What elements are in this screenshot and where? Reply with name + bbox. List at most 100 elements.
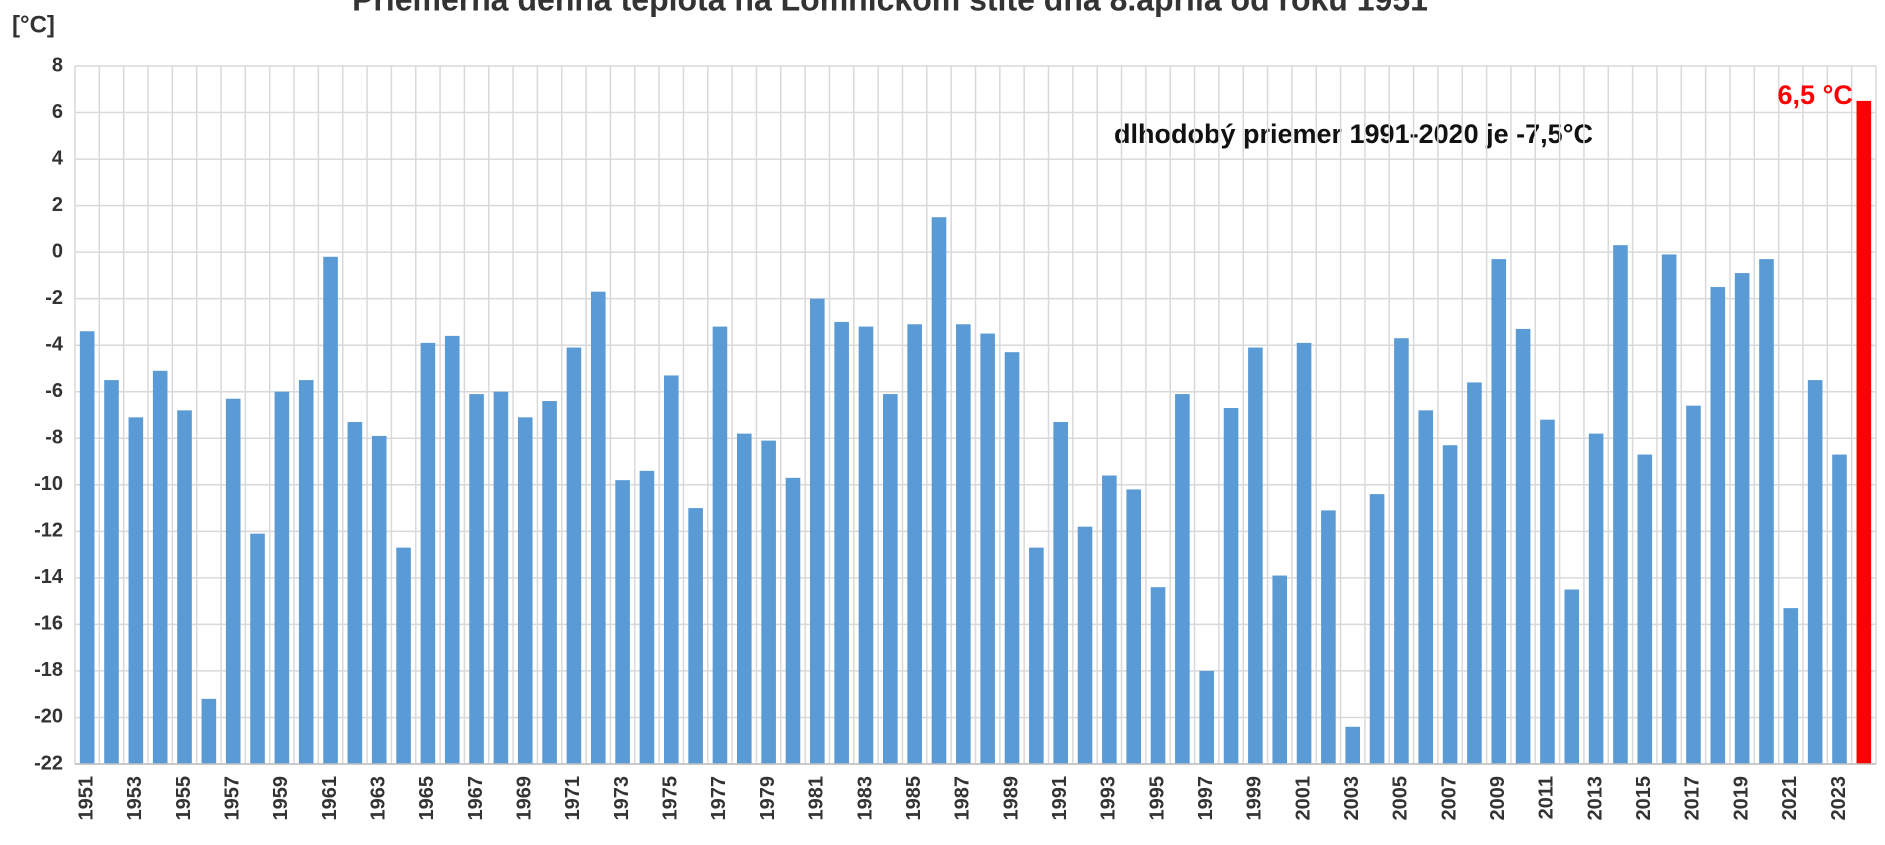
bar [298, 380, 314, 764]
x-tick-label: 1961 [319, 776, 341, 821]
x-tick-label: 2011 [1536, 776, 1558, 819]
bar [469, 394, 484, 764]
x-tick-label: 1985 [903, 776, 925, 821]
bar [1029, 547, 1044, 764]
bar [1637, 454, 1653, 764]
x-tick-label: 1957 [221, 776, 243, 821]
bar [128, 417, 144, 764]
x-tick-label: 1969 [514, 776, 536, 821]
bar [712, 326, 728, 764]
y-tick-label: -18 [34, 659, 63, 681]
bar [493, 391, 509, 764]
bar [225, 398, 241, 764]
y-tick-label: -22 [34, 752, 63, 774]
bar [639, 470, 655, 764]
bar [980, 333, 995, 764]
annotation: dlhodobý priemer 1991-2020 je -7,5°C [1114, 119, 1593, 149]
bar [152, 370, 168, 764]
x-tick-label: 1973 [611, 776, 633, 821]
x-tick-label: 2001 [1292, 776, 1314, 821]
bar [1661, 254, 1677, 764]
y-tick-label: -16 [34, 613, 63, 635]
bar [1832, 454, 1847, 764]
bar [1710, 287, 1726, 764]
x-tick-label: 2005 [1390, 776, 1412, 821]
x-tick-label: 2023 [1828, 776, 1850, 821]
x-tick-label: 2019 [1730, 776, 1752, 821]
bar [688, 508, 703, 764]
x-tick-label: 1989 [1000, 776, 1022, 821]
y-tick-label: 6 [52, 101, 63, 123]
bar [1394, 338, 1409, 764]
bar [1272, 575, 1288, 764]
x-tick-label: 1955 [173, 776, 195, 821]
bar [931, 217, 947, 764]
bar [1004, 352, 1020, 764]
bar [1126, 489, 1141, 764]
bar [1807, 380, 1823, 764]
y-tick-label: 8 [52, 54, 63, 76]
bar [1248, 347, 1263, 764]
bar [1588, 433, 1604, 764]
x-tick-label: 1999 [1244, 776, 1266, 821]
bar [201, 698, 217, 764]
x-tick-label: 1959 [270, 776, 292, 821]
x-tick-label: 1967 [465, 776, 487, 821]
bar [177, 410, 192, 764]
bar [1613, 245, 1628, 765]
bar [615, 480, 630, 764]
y-tick-label: 0 [52, 240, 63, 262]
x-tick-label: 1997 [1195, 776, 1217, 821]
chart-title: Priemerná denná teplota na Lomnickom ští… [352, 0, 1428, 17]
y-axis-label: [°C] [12, 11, 55, 38]
bar [590, 291, 606, 764]
x-tick-label: 1981 [806, 776, 828, 821]
bar [1783, 608, 1799, 764]
bar [1564, 589, 1580, 764]
x-tick-label: 1983 [854, 776, 876, 821]
bar [250, 533, 265, 764]
x-tick-label: 1963 [368, 776, 390, 821]
bar [1175, 394, 1190, 764]
bar [907, 324, 922, 764]
bar [1515, 328, 1531, 764]
bar [104, 380, 119, 764]
y-tick-label: -4 [45, 333, 64, 355]
x-tick-label: 1993 [1098, 776, 1120, 821]
bar [1418, 410, 1434, 764]
bar [517, 417, 533, 764]
y-tick-label: -10 [34, 473, 63, 495]
bar [1199, 670, 1215, 764]
bar [663, 375, 679, 764]
bar [566, 347, 582, 764]
bar [1077, 526, 1093, 764]
bar [1102, 475, 1117, 764]
bar [1150, 587, 1166, 764]
x-tick-label: 1965 [416, 776, 438, 821]
bar [396, 547, 411, 764]
bar [323, 256, 338, 764]
x-tick-label: 2015 [1633, 776, 1655, 821]
bar [1321, 510, 1336, 764]
y-tick-label: -14 [34, 566, 64, 588]
x-tick-label: 2009 [1487, 776, 1509, 821]
x-tick-label: 2007 [1438, 776, 1460, 821]
bar [444, 335, 460, 764]
x-tick-label: 1977 [708, 776, 730, 821]
x-tick-label: 1995 [1146, 776, 1168, 821]
bar [1296, 342, 1312, 764]
y-tick-label: -20 [34, 706, 63, 728]
bar [1467, 382, 1482, 764]
x-tick-label: 1975 [660, 776, 682, 821]
x-tick-label: 1987 [952, 776, 974, 821]
x-tick-label: 2021 [1779, 776, 1801, 821]
bar [1442, 445, 1458, 764]
bar [1053, 421, 1068, 764]
value-label: 6,5 °C [1778, 80, 1853, 110]
bar [1540, 419, 1555, 764]
x-tick-label: 1951 [75, 776, 97, 821]
bar [1856, 100, 1872, 764]
y-tick-label: -2 [45, 287, 63, 309]
bar [420, 342, 436, 764]
y-tick-label: -6 [45, 380, 63, 402]
